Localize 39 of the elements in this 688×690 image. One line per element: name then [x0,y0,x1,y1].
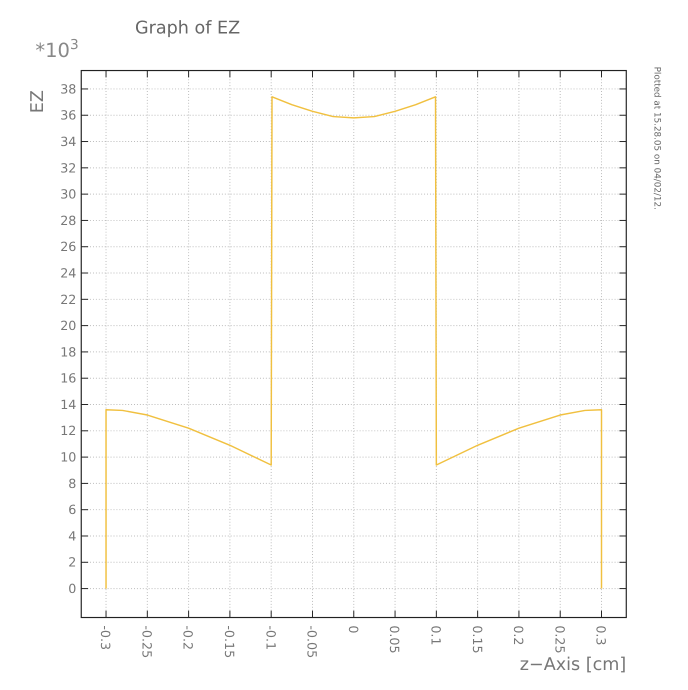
y-tick-label: 24 [60,265,76,280]
y-axis-title: EZ [28,90,48,114]
y-tick-label: 6 [68,502,76,518]
x-tick-label: 0.1 [428,625,444,646]
y-tick-label: 34 [60,134,76,149]
x-tick-label: -0.15 [222,625,238,658]
y-tick-label: 18 [60,344,76,360]
y-tick-label: 0 [68,581,76,596]
x-tick-label: 0.05 [387,625,402,654]
y-tick-label: 16 [60,370,76,386]
x-tick-label: -0.25 [139,625,154,658]
line-series [105,96,602,590]
y-tick-label: 20 [60,318,76,334]
y-tick-label: 14 [60,396,76,412]
y-tick-label: 2 [68,554,76,570]
x-tick-label: -0.05 [304,625,320,658]
x-axis-title: z−Axis [cm] [520,655,626,676]
x-tick-label: 0.15 [470,625,485,654]
y-tick-label: 28 [60,212,76,228]
text: *10$^{3}$ [35,36,79,62]
x-tick-label: -0.2 [180,625,196,650]
x-tick-label: 0.2 [511,625,526,646]
y-tick-label: 32 [60,160,76,176]
x-tick-label: 0.3 [594,625,609,646]
y-tick-label: 8 [68,476,76,491]
text: Plotted at 15.28.05 on 04/02/12. [652,66,662,210]
y-tick-label: 22 [60,292,76,307]
x-tick-label: -0.3 [98,625,114,650]
x-tick-label: 0.25 [552,625,568,654]
y-tick-label: 36 [60,108,76,123]
x-tick-label: -0.1 [263,625,278,650]
chart-title: Graph of EZ [134,18,240,38]
y-tick-label: 4 [68,528,76,544]
x-tick-label: 0 [346,625,361,634]
y-tick-label: 26 [60,239,76,254]
y-tick-label: 38 [60,81,76,96]
y-tick-label: 30 [60,186,76,202]
y-tick-label: 12 [60,423,76,438]
y-tick-label: 10 [60,450,76,465]
